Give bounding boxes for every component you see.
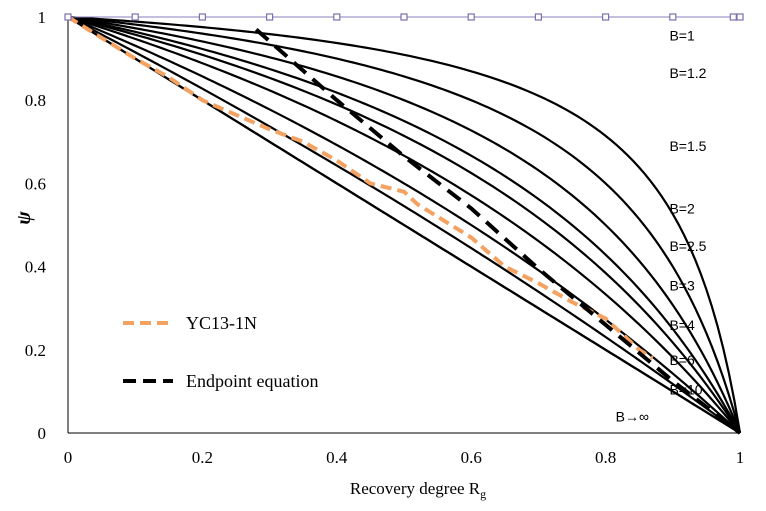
top-marker-4	[333, 13, 341, 21]
y-tick-label-5: 1	[38, 8, 47, 27]
x-tick-labels: 0 0.2 0.4 0.6 0.8 1	[64, 448, 745, 467]
curve-7	[67, 15, 742, 434]
y-tick-label-1: 0.2	[25, 341, 46, 360]
top-marker-5	[400, 13, 408, 21]
top-marker-7	[534, 13, 543, 21]
top-marker-11	[736, 13, 744, 21]
legend-label-endpoint-equation: Endpoint equation	[186, 371, 318, 391]
curve-8	[67, 15, 742, 434]
curve-label-3: B=2	[669, 200, 695, 216]
curve-label-5: B=3	[669, 277, 695, 293]
curve-label-1: B=1.2	[669, 65, 706, 81]
curve-label-9: B→∞	[616, 408, 649, 424]
legend: YC13-1N Endpoint equation	[123, 313, 318, 391]
plot-area	[67, 17, 740, 434]
top-marker-6	[467, 13, 475, 21]
x-axis-title: Recovery degree Rg	[350, 479, 486, 501]
top-marker-1	[131, 13, 139, 21]
x-tick-label-1: 0.2	[192, 448, 213, 467]
curve-label-2: B=1.5	[669, 138, 706, 154]
curve-9	[67, 16, 741, 434]
top-marker-2	[198, 13, 206, 21]
y-tick-label-0: 0	[38, 424, 47, 443]
curve-label-0: B=1	[669, 28, 695, 44]
curve-1	[67, 16, 741, 434]
top-marker-10	[729, 13, 737, 21]
series-line-0	[66, 15, 654, 360]
x-tick-label-0: 0	[64, 448, 73, 467]
curve-label-8: B=10	[669, 381, 702, 397]
top-marker-9	[669, 13, 677, 21]
data-series	[66, 15, 742, 435]
curve-label-7: B=6	[669, 352, 695, 368]
curve-6	[67, 15, 742, 434]
x-tick-label-3: 0.6	[461, 448, 482, 467]
x-tick-label-2: 0.4	[326, 448, 348, 467]
top-marker-3	[266, 13, 274, 21]
y-tick-labels: 0 0.2 0.4 0.6 0.8 1	[25, 8, 47, 443]
y-axis-title: ψ	[13, 211, 35, 225]
y-tick-label-2: 0.4	[25, 258, 47, 277]
curve-label-6: B=4	[669, 317, 695, 333]
legend-label-yc13-1n: YC13-1N	[186, 313, 257, 333]
y-tick-label-4: 0.8	[25, 91, 46, 110]
curve-5	[67, 15, 741, 434]
x-tick-label-5: 1	[736, 448, 745, 467]
top-marker-8	[601, 13, 610, 21]
top-markers	[64, 13, 744, 21]
theoretical-curves	[67, 15, 742, 434]
curve-labels: B=1 B=1.2 B=1.5 B=2 B=2.5 B=3 B=4 B=6 B=10 B→∞	[616, 28, 707, 425]
curve-3	[67, 15, 741, 434]
curve-4	[67, 15, 741, 434]
curve-label-4: B=2.5	[669, 238, 706, 254]
y-tick-label-3: 0.6	[25, 174, 46, 193]
x-tick-label-4: 0.8	[595, 448, 616, 467]
top-marker-0	[64, 13, 72, 21]
series-line-1	[254, 27, 742, 435]
